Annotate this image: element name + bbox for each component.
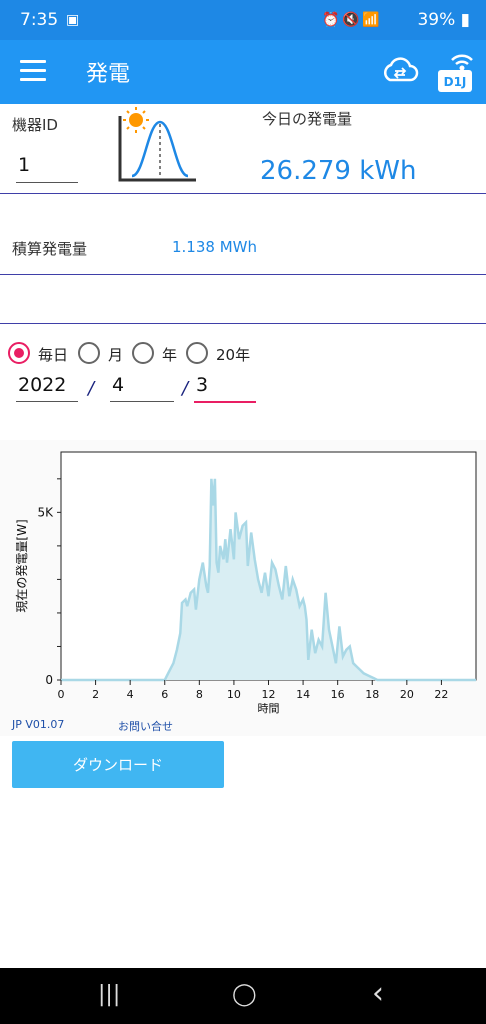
menu-icon[interactable] bbox=[20, 60, 46, 82]
x-tick-label: 14 bbox=[296, 688, 310, 701]
radio-yearly-label[interactable]: 年 bbox=[162, 346, 178, 364]
x-tick-label: 8 bbox=[196, 688, 203, 701]
date-separator: / bbox=[182, 378, 189, 399]
x-tick-label: 12 bbox=[262, 688, 276, 701]
today-generation-label: 今日の発電量 bbox=[262, 110, 353, 128]
device-d1j-icon[interactable]: D1J bbox=[436, 50, 476, 94]
cumulative-generation-label: 積算発電量 bbox=[12, 240, 88, 258]
month-input[interactable]: 4 bbox=[110, 374, 174, 402]
contact-link[interactable]: お問い合せ bbox=[118, 720, 173, 733]
home-button[interactable]: ◯ bbox=[232, 982, 257, 1007]
radio-daily-label[interactable]: 毎日 bbox=[38, 346, 69, 364]
notification-icon: ▣ bbox=[66, 12, 80, 28]
radio-20years[interactable] bbox=[186, 342, 208, 364]
divider bbox=[0, 274, 486, 275]
y-tick-label: 0 bbox=[45, 673, 53, 687]
app-version: JP V01.07 bbox=[12, 718, 65, 731]
series-line bbox=[61, 478, 476, 682]
alarm-icon: ⏰ bbox=[322, 12, 340, 28]
system-nav-bar: ||| ◯ ‹ bbox=[0, 968, 486, 1024]
x-tick-label: 4 bbox=[127, 688, 134, 701]
solar-generation-icon bbox=[118, 107, 196, 182]
x-axis-label: 時間 bbox=[258, 702, 280, 715]
x-tick-label: 20 bbox=[400, 688, 414, 701]
divider bbox=[0, 323, 486, 324]
chart-svg: 0 2 4 6 8 10 12 14 16 18 20 22 0 5K 時間 現在の発電量[W] bbox=[15, 451, 477, 715]
radio-monthly-label[interactable]: 月 bbox=[108, 346, 124, 364]
x-tick-label: 0 bbox=[58, 688, 65, 701]
date-separator: / bbox=[88, 378, 95, 399]
recent-apps-button[interactable]: ||| bbox=[98, 982, 121, 1007]
year-input[interactable]: 2022 bbox=[16, 374, 78, 402]
y-axis-label: 現在の発電量[W] bbox=[15, 519, 29, 612]
radio-daily[interactable] bbox=[8, 342, 30, 364]
x-tick-label: 16 bbox=[331, 688, 345, 701]
mute-icon: 🔇 bbox=[342, 12, 360, 28]
x-tick-label: 22 bbox=[434, 688, 448, 701]
area-fill bbox=[61, 478, 476, 680]
app-bar: 発電 D1J bbox=[0, 40, 486, 104]
x-tick-label: 18 bbox=[365, 688, 379, 701]
page-title: 発電 bbox=[86, 62, 131, 87]
battery-level: 39% ▮ bbox=[417, 10, 470, 30]
x-tick-label: 6 bbox=[161, 688, 168, 701]
cloud-sync-icon[interactable] bbox=[380, 54, 420, 86]
x-tick-label: 2 bbox=[92, 688, 99, 701]
device-id-label: 機器ID bbox=[12, 116, 58, 134]
device-badge: D1J bbox=[444, 75, 467, 89]
today-generation-value: 26.279 kWh bbox=[260, 156, 417, 186]
x-tick-label: 10 bbox=[227, 688, 241, 701]
generation-chart: 0 2 4 6 8 10 12 14 16 18 20 22 0 5K 時間 現在の発電量[W] bbox=[0, 440, 486, 736]
divider bbox=[0, 193, 486, 194]
status-bar: 7:35 ▣ ⏰ 🔇 📶 39% ▮ bbox=[0, 0, 486, 40]
y-tick-label: 5K bbox=[37, 505, 54, 519]
wifi-icon: 📶 bbox=[362, 12, 380, 28]
status-time: 7:35 bbox=[20, 10, 59, 30]
device-id-input[interactable]: 1 bbox=[16, 154, 78, 183]
radio-yearly[interactable] bbox=[132, 342, 154, 364]
download-button[interactable]: ダウンロード bbox=[12, 741, 224, 788]
day-input[interactable]: 3 bbox=[194, 374, 256, 403]
back-button[interactable]: ‹ bbox=[372, 976, 384, 1011]
cumulative-generation-value: 1.138 MWh bbox=[172, 238, 257, 256]
radio-monthly[interactable] bbox=[78, 342, 100, 364]
radio-20years-label[interactable]: 20年 bbox=[216, 346, 251, 364]
